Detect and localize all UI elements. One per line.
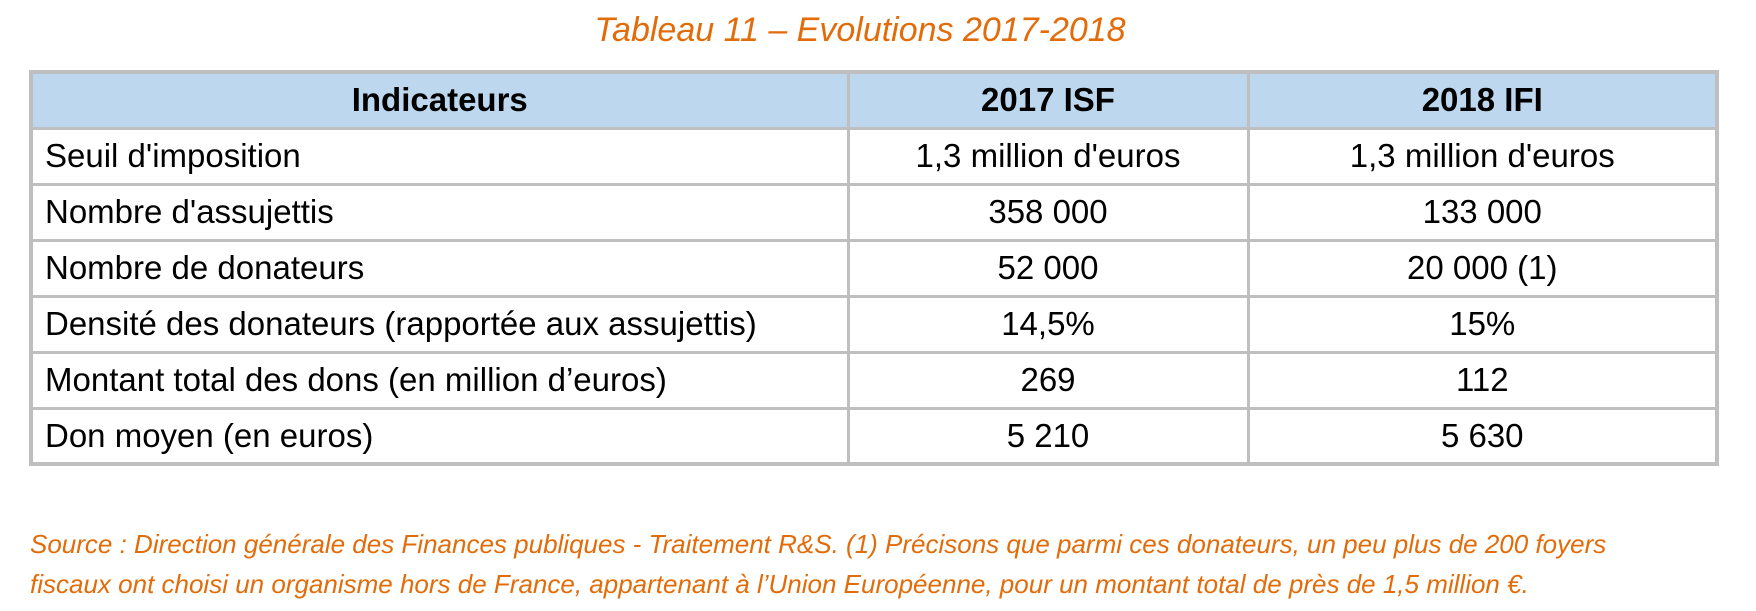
table-row: Densité des donateurs (rapportée aux ass… [29, 294, 1719, 354]
source-note-line: fiscaux ont choisi un organisme hors de … [30, 569, 1529, 599]
cell-2017: 14,5% [846, 294, 1250, 354]
cell-2017: 1,3 million d'euros [846, 126, 1250, 186]
header-2017-isf: 2017 ISF [846, 70, 1250, 130]
table-row: Nombre de donateurs 52 000 20 000 (1) [29, 238, 1719, 298]
table-title: Tableau 11 – Evolutions 2017-2018 [594, 11, 1126, 49]
table-row: Montant total des dons (en million d’eur… [29, 350, 1719, 410]
cell-2017: 269 [846, 350, 1250, 410]
row-label: Don moyen (en euros) [29, 406, 850, 466]
table-header-row: Indicateurs 2017 ISF 2018 IFI [29, 70, 1719, 130]
row-label: Densité des donateurs (rapportée aux ass… [29, 294, 850, 354]
header-2018-ifi: 2018 IFI [1246, 70, 1719, 130]
cell-2018: 15% [1246, 294, 1719, 354]
table-row: Seuil d'imposition 1,3 million d'euros 1… [29, 126, 1719, 186]
cell-2017: 5 210 [846, 406, 1250, 466]
cell-2018: 5 630 [1246, 406, 1719, 466]
source-note: Source : Direction générale des Finances… [30, 524, 1730, 604]
table-row: Don moyen (en euros) 5 210 5 630 [29, 406, 1719, 466]
cell-2017: 358 000 [846, 182, 1250, 242]
cell-2018: 133 000 [1246, 182, 1719, 242]
header-indicateurs: Indicateurs [29, 70, 850, 130]
source-note-line: Source : Direction générale des Finances… [30, 529, 1607, 559]
table-row: Nombre d'assujettis 358 000 133 000 [29, 182, 1719, 242]
cell-2018: 1,3 million d'euros [1246, 126, 1719, 186]
row-label: Nombre de donateurs [29, 238, 850, 298]
row-label: Nombre d'assujettis [29, 182, 850, 242]
cell-2018: 20 000 (1) [1246, 238, 1719, 298]
cell-2017: 52 000 [846, 238, 1250, 298]
evolutions-table: Indicateurs 2017 ISF 2018 IFI Seuil d'im… [29, 70, 1719, 466]
cell-2018: 112 [1246, 350, 1719, 410]
row-label: Seuil d'imposition [29, 126, 850, 186]
row-label: Montant total des dons (en million d’eur… [29, 350, 850, 410]
